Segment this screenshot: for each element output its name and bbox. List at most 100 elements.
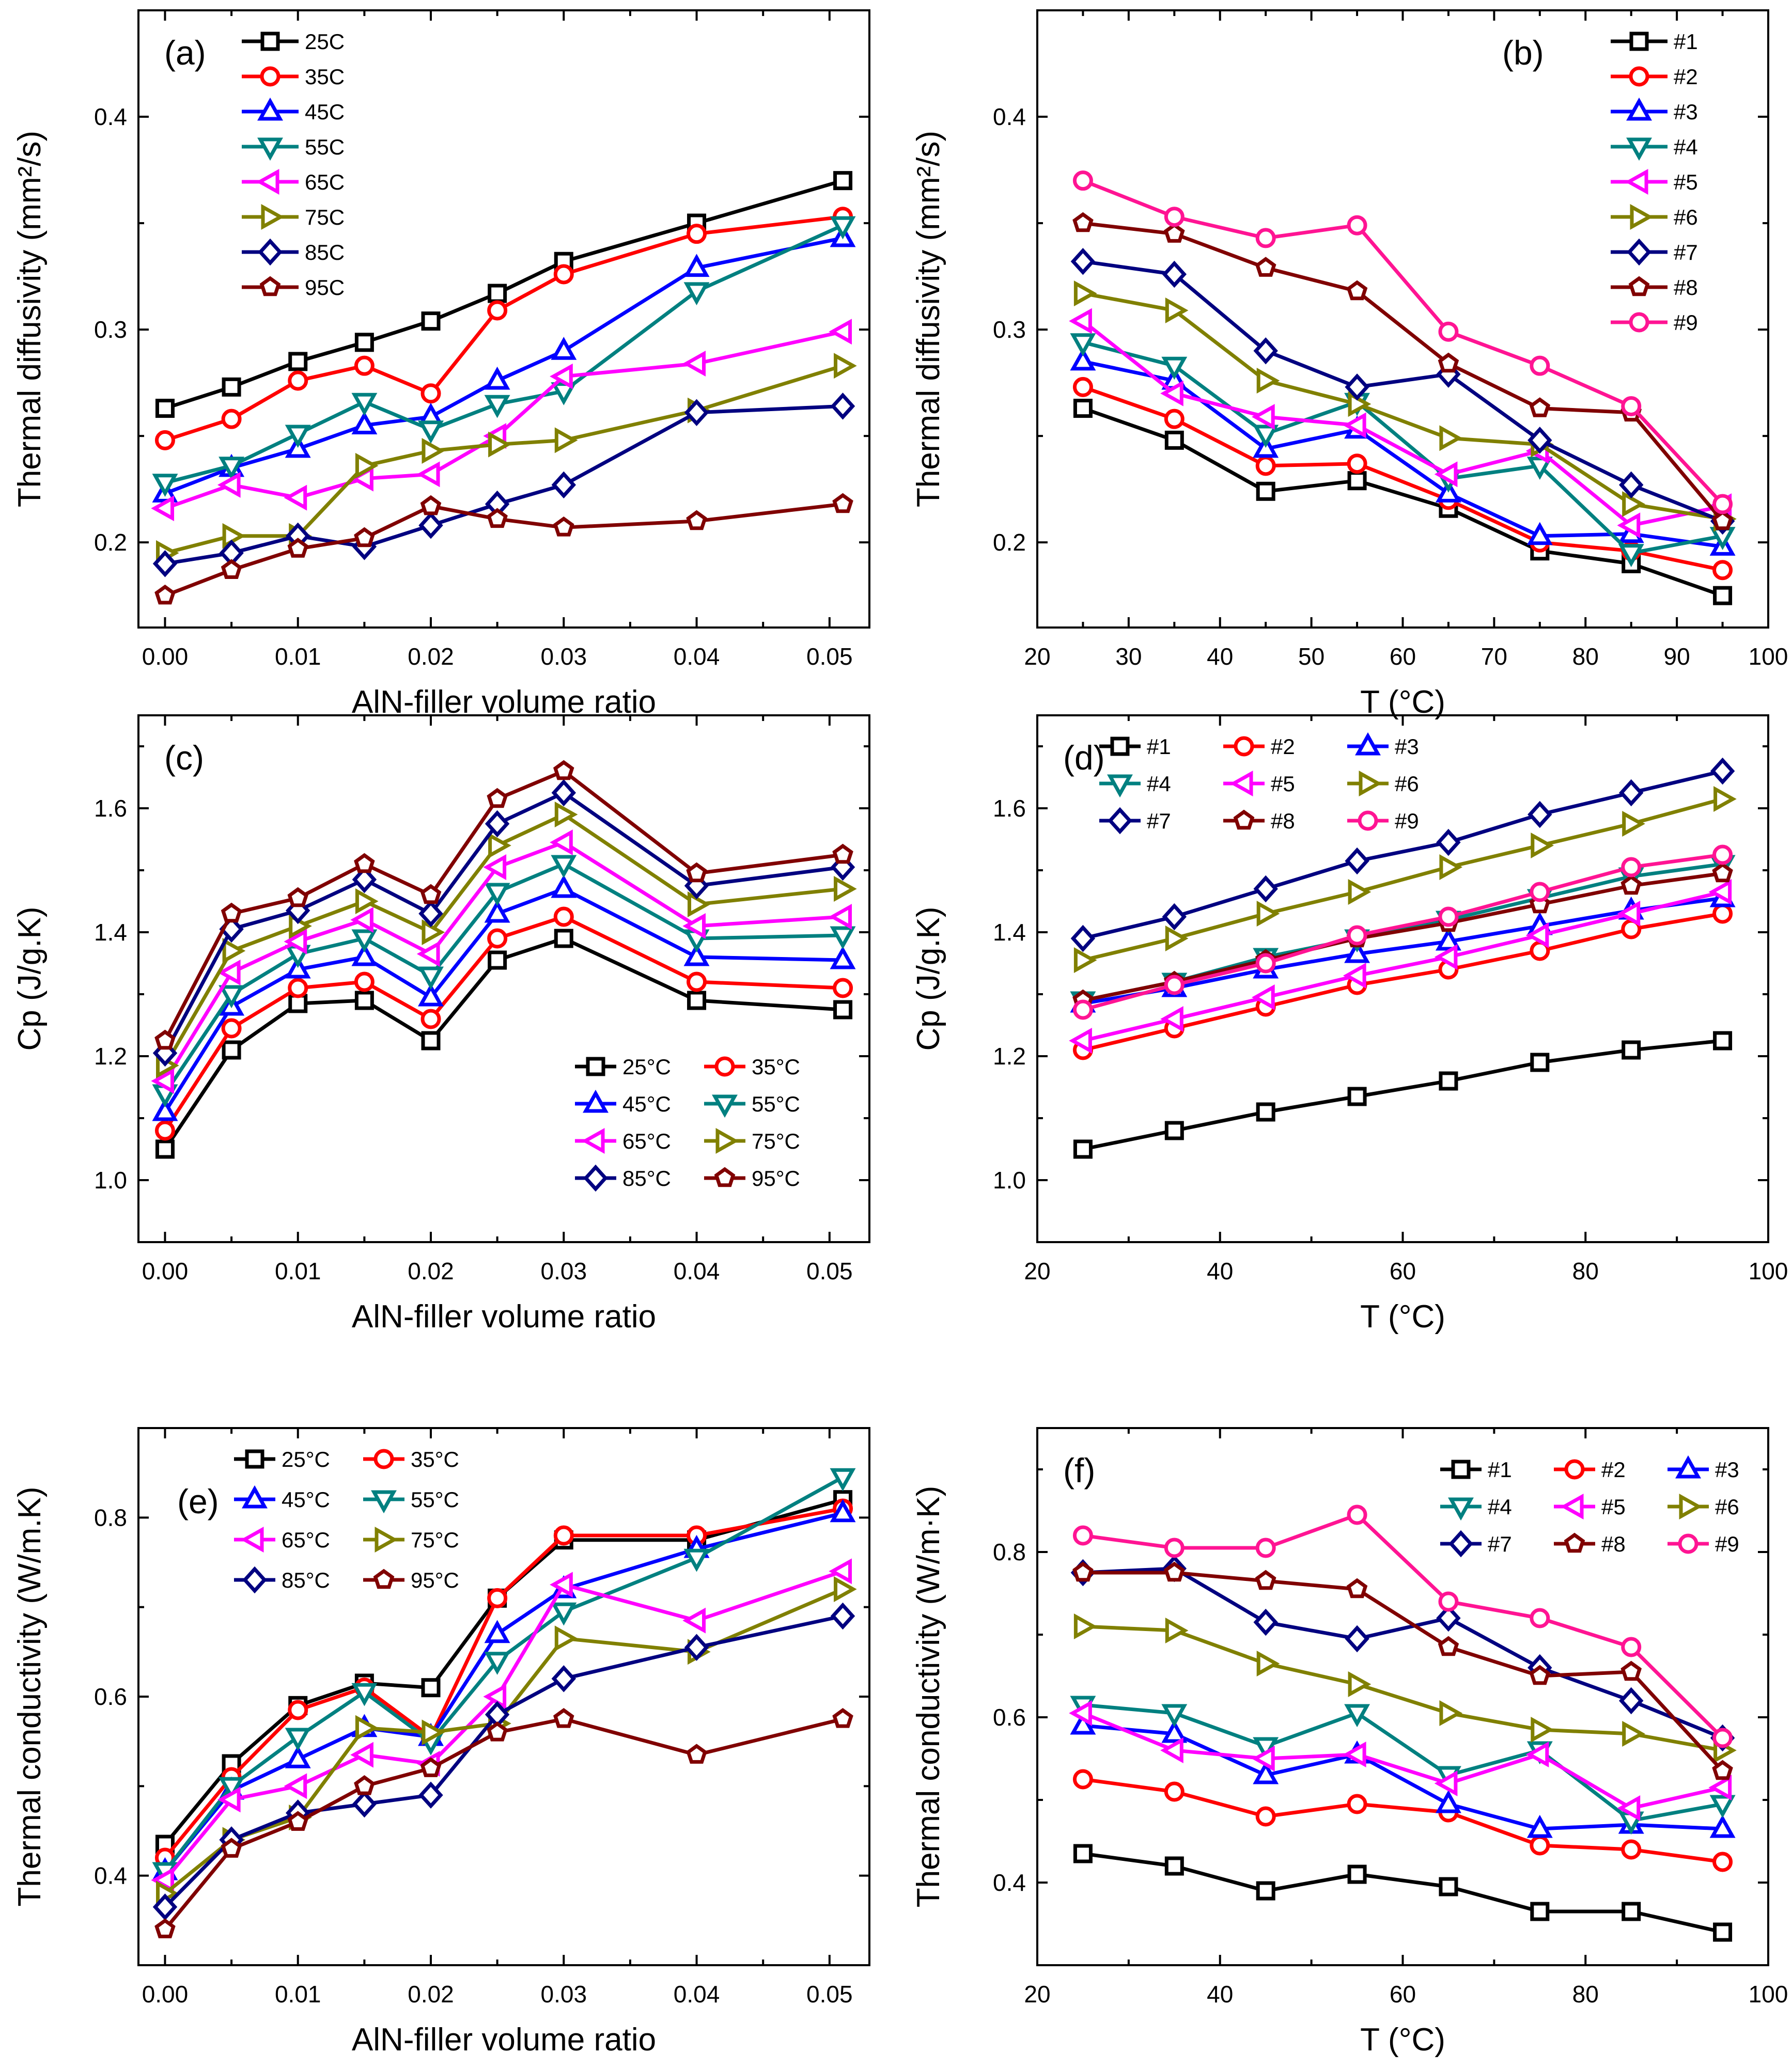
data-point (1256, 901, 1280, 927)
data-point (550, 363, 573, 389)
legend-marker (1229, 771, 1253, 796)
data-point (1712, 1852, 1733, 1872)
data-point (1348, 879, 1372, 905)
data-point (684, 1634, 709, 1661)
data-point (221, 409, 242, 429)
x-tick-label: 80 (1572, 1981, 1599, 2008)
data-point (554, 1625, 578, 1652)
data-point (355, 888, 379, 914)
legend-marker (373, 1449, 394, 1469)
legend-label: 25°C (622, 1055, 671, 1079)
data-point (1070, 333, 1096, 356)
data-point (830, 393, 855, 420)
x-tick-label: 100 (1749, 1981, 1788, 2008)
data-point (1255, 953, 1276, 974)
data-point (222, 523, 246, 549)
legend-entry: #1 (1611, 29, 1698, 54)
legend-label: #4 (1674, 135, 1698, 159)
data-point (683, 943, 710, 966)
data-point (1529, 1665, 1551, 1685)
data-point (1256, 1102, 1275, 1122)
y-tick-label: 0.2 (993, 529, 1026, 556)
data-point (1347, 215, 1367, 236)
data-point (285, 1745, 311, 1768)
data-point (152, 1098, 178, 1121)
data-point (1439, 425, 1463, 451)
data-point (834, 876, 857, 902)
legend-label: #7 (1674, 240, 1698, 264)
data-point (1347, 1504, 1367, 1525)
data-point (352, 1790, 377, 1818)
legend-entry: #6 (1347, 771, 1419, 796)
legend-marker (715, 1128, 739, 1154)
data-point (554, 802, 578, 827)
data-point (1164, 1856, 1184, 1876)
legend-label: #9 (1674, 310, 1698, 335)
series-#6 (1073, 786, 1737, 973)
data-point (284, 929, 307, 954)
data-point (1070, 347, 1096, 371)
data-point (1709, 1814, 1736, 1838)
data-point (222, 1040, 241, 1060)
data-point (1072, 999, 1093, 1020)
data-point (1070, 1711, 1096, 1735)
data-point (554, 427, 578, 453)
data-point (221, 1838, 242, 1858)
data-point (1072, 212, 1094, 232)
x-tick-label: 80 (1572, 1258, 1599, 1284)
x-tick-label: 50 (1298, 643, 1324, 670)
data-point (1164, 207, 1185, 227)
data-point (833, 171, 853, 191)
legend-marker (1564, 1532, 1585, 1553)
data-point (688, 891, 711, 917)
data-point (1530, 1053, 1550, 1072)
data-point (1252, 404, 1275, 430)
x-axis-label: AlN-filler volume ratio (352, 1299, 656, 1335)
legend-label: #7 (1147, 809, 1171, 833)
data-point (1528, 427, 1552, 454)
legend-entry: #1 (1099, 734, 1171, 759)
data-point (1620, 1660, 1642, 1681)
legend-marker (259, 276, 281, 296)
data-point (288, 1700, 308, 1720)
data-point (1253, 1737, 1279, 1761)
legend-marker (1359, 771, 1382, 796)
legend-entry: 25°C (234, 1447, 330, 1471)
data-point (551, 874, 577, 898)
y-axis-label: Cp (J/g.K) (12, 906, 48, 1051)
legend-entry: #7 (1440, 1530, 1512, 1558)
data-point (1343, 412, 1366, 438)
legend-label: 75°C (752, 1129, 800, 1153)
legend-label: 35°C (752, 1055, 800, 1079)
legend: #1 #2 #3 #4 #5 #6 #7 #8 #9 (1099, 732, 1419, 835)
legend-entry: 75°C (704, 1128, 800, 1154)
legend-entry: #8 (1611, 275, 1698, 300)
series-line (1083, 1566, 1723, 1740)
data-point (487, 1588, 508, 1608)
data-point (1530, 1608, 1550, 1628)
legend-entry: 95°C (363, 1568, 459, 1592)
legend-entry: 35°C (704, 1055, 800, 1079)
panel-label: (f) (1063, 1451, 1095, 1490)
series-#9 (1072, 170, 1733, 514)
series-line (1082, 871, 1723, 1002)
legend-label: #2 (1674, 65, 1698, 89)
legend-marker (1448, 1497, 1474, 1521)
data-point (484, 1652, 510, 1675)
series-line (1082, 221, 1724, 523)
series-line (1083, 1703, 1723, 1823)
data-point (418, 1781, 443, 1809)
x-tick-label: 0.02 (408, 1981, 454, 2008)
legend-marker (371, 1490, 397, 1514)
data-point (683, 254, 710, 277)
legend-entry: 45°C (234, 1485, 330, 1512)
data-point (1713, 1922, 1733, 1942)
series-line (1082, 1039, 1723, 1151)
legend-label: 45°C (282, 1487, 330, 1512)
data-point (551, 1602, 577, 1626)
data-point (1712, 1728, 1733, 1748)
series-line (1082, 853, 1723, 1012)
data-point (833, 1000, 853, 1020)
data-point (1072, 1769, 1093, 1790)
data-point (1529, 397, 1551, 417)
